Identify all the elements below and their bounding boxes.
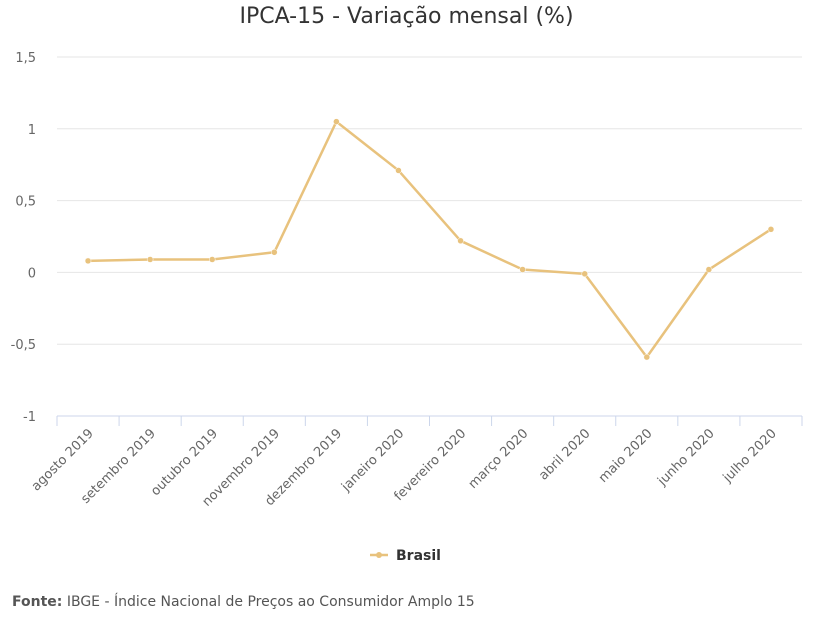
source-note: Fonte: IBGE - Índice Nacional de Preços …	[12, 594, 475, 610]
data-point[interactable]	[208, 256, 216, 263]
chart-title: IPCA-15 - Variação mensal (%)	[239, 4, 574, 29]
grid-lines	[57, 56, 802, 345]
x-tick-label: junho 2020	[654, 426, 717, 489]
legend-marker-icon	[376, 552, 382, 558]
x-tick-label: abril 2020	[536, 426, 593, 483]
x-tick-label: maio 2020	[596, 426, 656, 486]
data-point[interactable]	[271, 249, 278, 256]
source-label: Fonte:	[12, 594, 63, 610]
x-tick-label: agosto 2019	[29, 426, 97, 494]
data-point[interactable]	[146, 256, 154, 263]
source-text: IBGE - Índice Nacional de Preços ao Cons…	[66, 594, 475, 610]
y-tick-label: 0,5	[15, 195, 36, 210]
data-point[interactable]	[457, 237, 464, 245]
data-point[interactable]	[581, 270, 588, 278]
data-point[interactable]	[643, 353, 651, 361]
y-tick-label: 1	[28, 123, 36, 138]
x-axis	[56, 415, 803, 426]
series-line[interactable]	[88, 120, 772, 359]
y-axis-ticks: 1,5 1 0,5 0 -0,5 -1	[11, 51, 36, 425]
data-point[interactable]	[705, 266, 713, 273]
x-tick-label: julho 2020	[720, 426, 780, 486]
y-tick-label: -1	[23, 410, 36, 425]
x-tick-label: janeiro 2020	[338, 426, 407, 495]
data-point[interactable]	[395, 167, 402, 174]
data-point[interactable]	[333, 118, 340, 125]
series-brasil[interactable]	[84, 118, 775, 361]
x-tick-label: março 2020	[466, 426, 532, 492]
data-point[interactable]	[519, 266, 526, 273]
y-tick-label: 0	[28, 266, 36, 281]
y-tick-label: 1,5	[15, 51, 36, 66]
legend[interactable]: Brasil	[370, 548, 441, 564]
legend-label-brasil[interactable]: Brasil	[396, 548, 441, 564]
data-point[interactable]	[84, 257, 92, 265]
data-point[interactable]	[767, 226, 775, 233]
y-tick-label: -0,5	[11, 338, 36, 353]
